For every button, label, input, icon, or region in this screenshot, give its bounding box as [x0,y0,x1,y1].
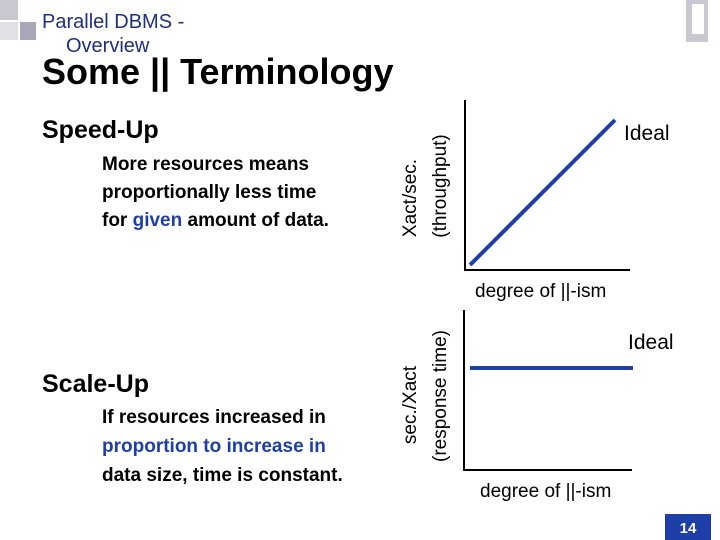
ideal-curve [468,118,617,267]
curve-label: Ideal [628,331,674,354]
x-axis-label: degree of ||-ism [480,481,611,502]
decor-square [0,22,18,40]
y-axis-label: (response time) [430,330,451,462]
page-number-box [665,514,711,540]
decor-square [20,22,36,40]
x-axis-label: degree of ||-ism [475,281,606,302]
body-line: proportionally less time [102,182,316,203]
y-axis-label: (throughput) [430,134,451,238]
y-axis-label: Xact/sec. [400,159,421,237]
text-segment: data size, time is constant. [102,465,343,486]
slide-title: Some || Terminology [42,51,394,93]
section-heading: Scale-Up [42,370,149,398]
header-title: Overview [66,35,150,57]
decor-square [0,0,18,20]
body-line: data size, time is constant. [102,465,343,486]
text-segment: proportionally less time [102,182,316,203]
body-line: If resources increased in [102,407,326,428]
decor-square [692,4,704,34]
body-line: for given amount of data. [102,210,329,231]
body-line: proportion to increase in [102,436,326,457]
text-segment: proportion to increase in [102,436,326,457]
y-axis-label: sec./Xact [400,365,421,444]
header-title: Parallel DBMS - [42,11,184,33]
text-segment: given [133,210,183,231]
curve-label: Ideal [624,122,670,145]
text-segment: for [102,210,133,231]
text-segment: If resources increased in [102,407,326,428]
text-segment: amount of data. [182,210,329,231]
text-segment: More resources means [102,154,309,175]
page-number: 14 [680,520,697,537]
section-heading: Speed-Up [42,116,159,144]
body-line: More resources means [102,154,309,175]
